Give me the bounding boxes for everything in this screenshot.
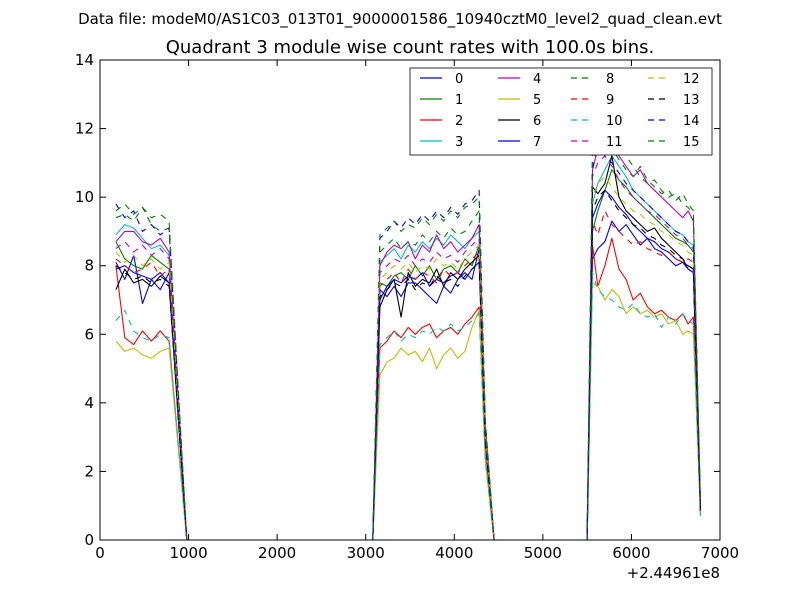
series-12-line: [586, 176, 702, 540]
figure-suptitle: Data file: modeM0/AS1C03_013T01_90000015…: [78, 10, 722, 29]
legend-label: 9: [606, 93, 614, 108]
series-9: [115, 210, 702, 540]
legend-label: 7: [533, 135, 541, 150]
series-5: [115, 282, 702, 540]
y-tick-label: 6: [84, 325, 94, 343]
legend-entry-5: 5: [498, 93, 541, 108]
legend-entry-14: 14: [648, 114, 700, 129]
x-tick-label: 6000: [612, 544, 650, 562]
series-14-line: [115, 203, 188, 540]
series-10-line: [372, 313, 495, 540]
x-tick-label: 3000: [347, 544, 385, 562]
x-tick-label: 4000: [435, 544, 473, 562]
series-11-line: [372, 237, 495, 540]
series-11-line: [586, 155, 702, 540]
series-5-line: [586, 282, 702, 540]
series-1-line: [372, 244, 495, 540]
series-0-line: [372, 248, 495, 540]
legend-entry-13: 13: [648, 93, 700, 108]
legend-label: 11: [606, 135, 623, 150]
legend-entry-2: 2: [420, 114, 463, 129]
y-tick-label: 0: [84, 531, 94, 549]
legend-label: 15: [683, 135, 700, 150]
x-axis: 0 1000 2000 3000 4000 5000 6000 7000: [95, 60, 739, 562]
x-tick-label: 2000: [258, 544, 296, 562]
x-tick-label: 1000: [169, 544, 207, 562]
series-8-line: [586, 114, 702, 540]
legend-label: 10: [606, 114, 623, 129]
y-tick-label: 2: [84, 462, 94, 480]
series-layer: [115, 114, 702, 540]
series-13: [115, 189, 702, 540]
y-tick-label: 14: [75, 51, 94, 69]
series-13-line: [115, 265, 188, 540]
series-10-line: [586, 272, 702, 540]
legend-entry-6: 6: [498, 114, 541, 129]
x-axis-offset-label: +2.44961e8: [627, 564, 720, 582]
series-11-line: [115, 241, 188, 540]
y-tick-label: 12: [75, 120, 94, 138]
series-12: [115, 176, 702, 540]
series-10: [115, 272, 702, 540]
chart-title: Quadrant 3 module wise count rates with …: [166, 37, 655, 58]
y-tick-label: 4: [84, 394, 94, 412]
legend-entry-10: 10: [571, 114, 623, 129]
series-11: [115, 155, 702, 540]
x-tick-label: 7000: [701, 544, 739, 562]
legend-entry-15: 15: [648, 135, 700, 150]
series-7-line: [586, 189, 702, 540]
series-13-line: [586, 189, 702, 540]
legend-label: 3: [455, 135, 463, 150]
x-tick-label: 0: [95, 544, 105, 562]
legend-label: 4: [533, 72, 541, 87]
legend-entry-7: 7: [498, 135, 541, 150]
series-14-line: [372, 189, 495, 540]
y-tick-label: 10: [75, 188, 94, 206]
legend-entry-4: 4: [498, 72, 541, 87]
legend-label: 13: [683, 93, 700, 108]
x-tick-label: 5000: [524, 544, 562, 562]
series-4-line: [372, 224, 495, 540]
legend-label: 6: [533, 114, 541, 129]
series-10-line: [115, 309, 188, 540]
legend-label: 2: [455, 114, 463, 129]
y-tick-label: 8: [84, 257, 94, 275]
legend-entry-1: 1: [420, 93, 463, 108]
legend-entry-11: 11: [571, 135, 623, 150]
series-4-line: [115, 230, 188, 540]
legend-label: 12: [683, 72, 700, 87]
legend-entry-9: 9: [571, 93, 614, 108]
series-5-line: [372, 309, 495, 540]
legend-entry-0: 0: [420, 72, 463, 87]
legend-entry-3: 3: [420, 135, 463, 150]
legend-label: 8: [606, 72, 614, 87]
series-15-line: [115, 203, 188, 540]
legend-label: 5: [533, 93, 541, 108]
legend-label: 1: [455, 93, 463, 108]
series-13-line: [372, 261, 495, 540]
legend-label: 0: [455, 72, 463, 87]
legend-label: 14: [683, 114, 700, 129]
legend-entry-8: 8: [571, 72, 614, 87]
series-5-line: [115, 340, 188, 540]
series-9-line: [115, 258, 188, 540]
series-9-line: [372, 251, 495, 540]
series-12-line: [115, 251, 188, 540]
plot-frame: [99, 59, 721, 541]
series-12-line: [372, 244, 495, 540]
series-15-line: [372, 196, 495, 540]
legend-entry-12: 12: [648, 72, 700, 87]
